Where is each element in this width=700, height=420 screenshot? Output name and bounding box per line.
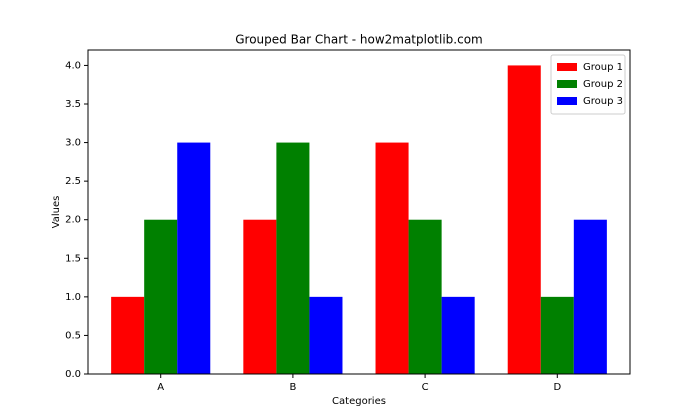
y-tick-label: 0.0 (65, 369, 81, 380)
bar (441, 296, 475, 374)
bar (309, 296, 343, 374)
bar (540, 296, 574, 374)
legend-swatch (557, 80, 577, 88)
chart-title: Grouped Bar Chart - how2matplotlib.com (235, 33, 483, 47)
y-tick-label: 0.5 (65, 330, 81, 341)
bar (177, 142, 211, 374)
bar (375, 142, 409, 374)
bar (144, 219, 178, 374)
legend-label: Group 3 (583, 96, 623, 107)
legend-label: Group 1 (583, 62, 623, 73)
bar (111, 296, 145, 374)
bar (243, 219, 277, 374)
y-tick-label: 4.0 (65, 60, 81, 71)
bar (573, 219, 607, 374)
y-tick-label: 3.0 (65, 138, 81, 149)
plot-frame (87, 49, 631, 375)
legend-swatch (557, 63, 577, 71)
y-tick-label: 3.5 (65, 99, 81, 110)
x-axis-label: Categories (332, 396, 386, 407)
y-tick-label: 1.5 (65, 253, 81, 264)
x-tick-label: A (157, 382, 164, 393)
bar (507, 65, 541, 374)
y-axis-label: Values (51, 196, 62, 229)
legend-label: Group 2 (583, 79, 623, 90)
y-tick-label: 2.0 (65, 215, 81, 226)
x-tick-label: D (553, 382, 561, 393)
x-tick-label: C (422, 382, 429, 393)
y-tick-label: 2.5 (65, 176, 81, 187)
legend-swatch (557, 97, 577, 105)
y-tick-label: 1.0 (65, 292, 81, 303)
bar (408, 219, 442, 374)
x-tick-label: B (289, 382, 296, 393)
bar (276, 142, 310, 374)
